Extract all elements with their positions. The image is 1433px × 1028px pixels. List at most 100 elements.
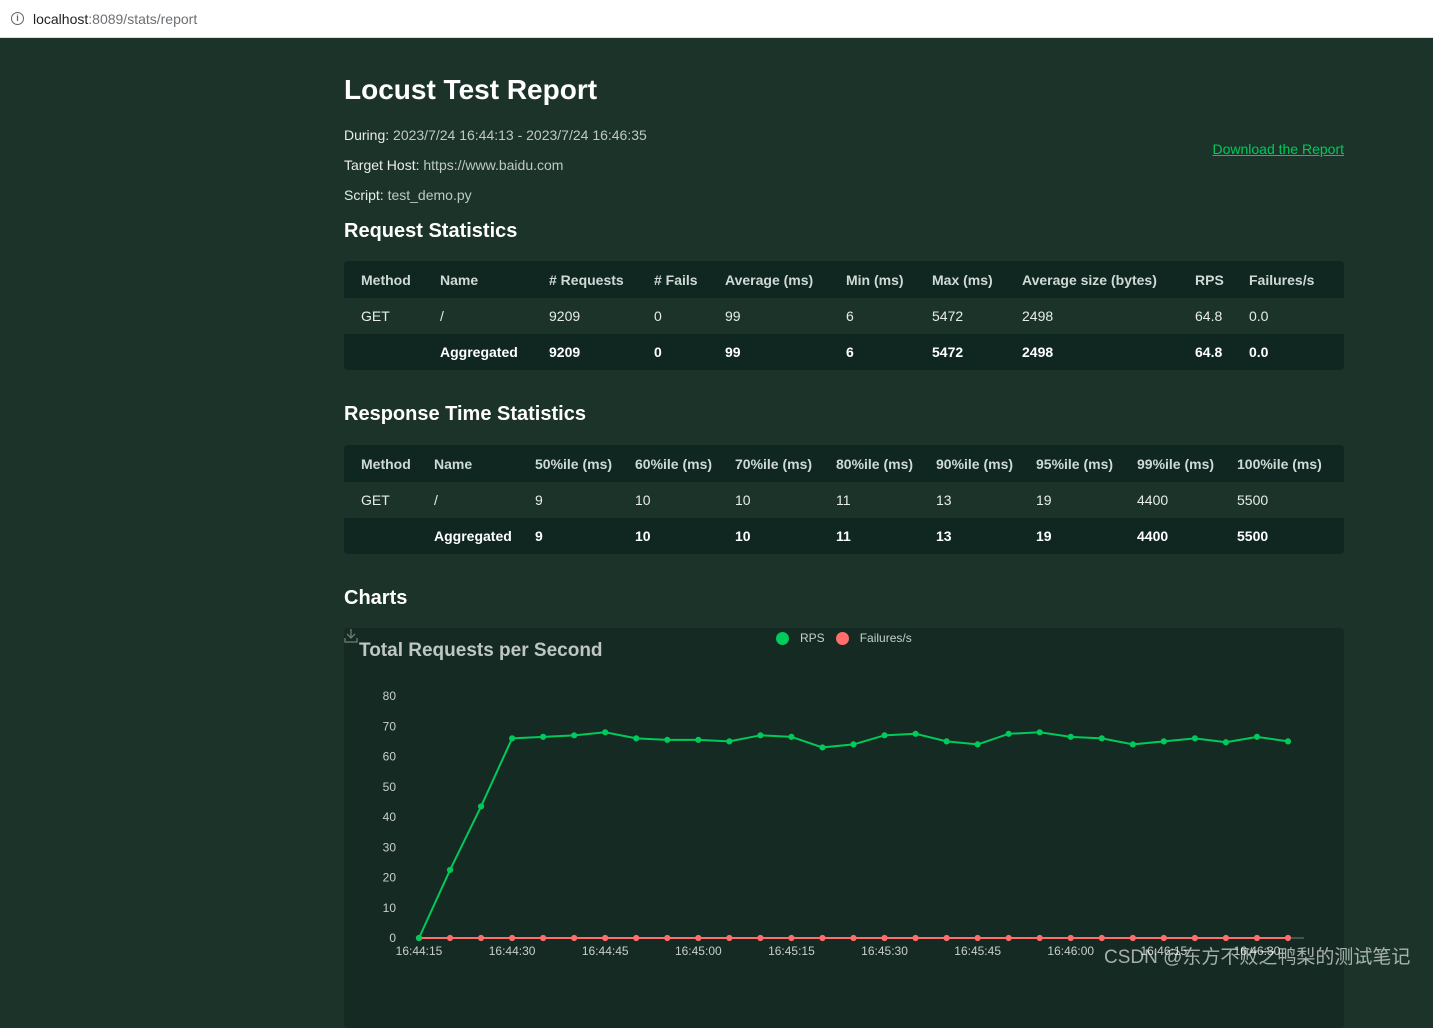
column-header[interactable]: Name [434,455,473,472]
x-tick-label: 16:45:30 [861,944,908,958]
data-point-failures [477,934,485,942]
data-point-rps [757,732,764,739]
url-path: :8089/stats/report [88,10,198,27]
data-point-failures [1036,934,1043,942]
chart-title: Total Requests per Second [359,640,603,661]
cell-failures-per-s: 0.0 [1249,298,1344,334]
cell-max: 5472 [932,344,964,360]
data-point-rps [1098,735,1105,742]
column-header[interactable]: 100%ile (ms) [1237,455,1322,472]
data-point-failures [540,934,547,942]
data-point-rps [602,729,609,736]
y-tick-label: 50 [383,780,397,794]
column-header[interactable]: Method [361,271,411,288]
address-url[interactable]: localhost:8089/stats/report [33,11,197,27]
data-point-failures [788,934,795,942]
column-header[interactable]: Name [440,271,479,288]
y-tick-label: 10 [383,901,397,915]
cell-p100: 5500 [1237,528,1269,544]
data-point-rps [788,733,795,740]
cell-p60: 10 [635,528,651,544]
x-tick-label: 16:46:00 [1047,944,1094,958]
data-point-failures [974,934,981,942]
y-tick-label: 70 [383,719,397,733]
cell-p99: 4400 [1137,528,1169,544]
column-header[interactable]: 99%ile (ms) [1137,455,1215,472]
cell-p80: 11 [836,528,851,544]
data-point-rps [1005,730,1012,737]
data-point-failures [571,934,578,942]
x-tick-label: 16:44:15 [396,944,443,958]
cell-name: Aggregated [434,528,512,544]
total-rps-chart: 0 10 20 30 40 50 60 70 80 16:44:15 16:44:30 16:44:4… [344,628,1344,1028]
cell-average: 99 [725,344,741,360]
data-point-rps [1160,738,1167,745]
data-point-failures [1253,934,1261,942]
column-header[interactable]: 70%ile (ms) [735,455,813,472]
data-point-rps [819,744,826,751]
cell-method [344,518,434,554]
table-row: GET / 9 10 10 11 13 19 4400 5500 [344,482,1344,518]
info-icon[interactable]: i [11,12,24,25]
data-point-rps [974,741,981,748]
data-point-rps [912,730,919,737]
cell-average: 99 [725,298,846,334]
data-point-failures [664,934,671,942]
column-header[interactable]: Max (ms) [932,271,993,288]
cell-p60: 10 [635,482,735,518]
data-point-rps [695,736,702,743]
data-point-rps [415,934,423,942]
column-header[interactable]: Average (ms) [725,271,814,288]
legend-item-failures[interactable]: Failures/s [835,631,912,645]
cell-fails: 0 [654,344,662,360]
during-label: During: [344,127,390,143]
column-header[interactable]: 90%ile (ms) [936,455,1014,472]
cell-p90: 13 [936,482,1036,518]
data-point-rps [1253,733,1261,740]
cell-p70: 10 [735,482,836,518]
during-info: During: 2023/7/24 16:44:13 - 2023/7/24 1… [344,127,647,143]
x-tick-label: 16:45:45 [954,944,1001,958]
column-header[interactable]: 95%ile (ms) [1036,455,1114,472]
cell-rps: 64.8 [1195,344,1223,360]
download-report-link[interactable]: Download the Report [1212,141,1344,157]
legend-dot-rps [776,631,789,645]
column-header[interactable]: # Requests [549,271,624,288]
cell-method: GET [344,482,434,518]
cell-p90: 13 [936,528,952,544]
data-point-rps [943,738,950,745]
script-value: test_demo.py [387,187,472,203]
column-header[interactable]: Average size (bytes) [1022,271,1157,288]
column-header[interactable]: Method [361,455,411,472]
browser-address-bar[interactable]: i localhost:8089/stats/report [0,0,1433,38]
data-point-failures [943,934,950,942]
column-header[interactable]: # Fails [654,271,698,288]
script-label: Script: [344,187,384,203]
column-header[interactable]: RPS [1195,271,1224,288]
data-point-rps [446,866,454,874]
x-tick-label: 16:44:45 [582,944,629,958]
aggregated-row: Aggregated 9209 0 99 6 5472 2498 64.8 0.… [344,334,1344,370]
cell-method: GET [344,298,440,334]
column-header[interactable]: 60%ile (ms) [635,455,713,472]
download-icon[interactable] [344,628,358,644]
data-point-rps [509,735,516,742]
legend-item-rps[interactable]: RPS [776,631,825,645]
chart-canvas: 0 10 20 30 40 50 60 70 80 16:44:15 16:44:30 16:44:4… [383,689,1304,958]
cell-rps: 64.8 [1195,298,1249,334]
data-point-rps [1067,733,1074,740]
target-host-info: Target Host: https://www.baidu.com [344,157,563,173]
cell-p50: 9 [535,482,635,518]
column-header[interactable]: 50%ile (ms) [535,455,613,472]
data-point-rps [477,803,485,810]
data-point-failures [509,934,516,942]
response-time-statistics-title: Response Time Statistics [344,403,586,425]
column-header[interactable]: Min (ms) [846,271,904,288]
column-header[interactable]: Failures/s [1249,271,1315,288]
during-value: 2023/7/24 16:44:13 - 2023/7/24 16:46:35 [393,127,647,143]
cell-name: Aggregated [440,344,518,360]
data-point-failures [446,934,454,942]
data-point-rps [881,732,888,739]
data-point-failures [1160,934,1167,942]
column-header[interactable]: 80%ile (ms) [836,455,914,472]
